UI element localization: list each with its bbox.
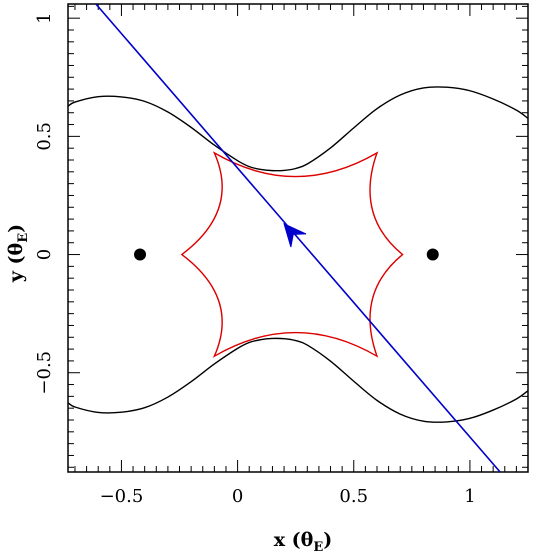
x-tick-label: 1: [464, 486, 475, 507]
curves: [68, 4, 528, 472]
y-axis-label-text: y (θ: [5, 243, 27, 283]
y-axis-label-close: ): [5, 224, 27, 233]
x-tick-label: 0: [232, 486, 243, 507]
x-axis-label-subscript: E: [313, 540, 323, 555]
clipped-curves: [68, 4, 528, 472]
trajectory-arrow: [283, 222, 307, 248]
axes-frame: [67, 3, 529, 473]
lens-point-1: [134, 248, 147, 261]
y-axis-label: y (θE): [5, 224, 31, 283]
y-tick-label: −0.5: [34, 351, 55, 395]
y-axis-label-subscript: E: [16, 233, 31, 243]
source-trajectory: [95, 4, 501, 472]
plot-frame: [67, 3, 529, 473]
lens-point-2: [426, 248, 439, 261]
y-tick-label: 0.5: [34, 122, 55, 151]
x-axis-label-close: ): [323, 529, 332, 551]
y-tick-label: 0: [34, 249, 55, 260]
critical-curve-lower: [68, 337, 528, 423]
x-tick-label: −0.5: [100, 486, 144, 507]
caustic-curve: [180, 151, 404, 358]
critical-curve-upper: [68, 86, 528, 172]
x-axis-label: x (θE): [274, 529, 333, 555]
tick-labels: −0.5 0 0.5 1 −0.5 0 0.5 1: [34, 12, 476, 507]
x-tick-label: 0.5: [339, 486, 368, 507]
y-tick-label: 1: [34, 12, 55, 23]
x-axis-label-text: x (θ: [274, 529, 314, 551]
